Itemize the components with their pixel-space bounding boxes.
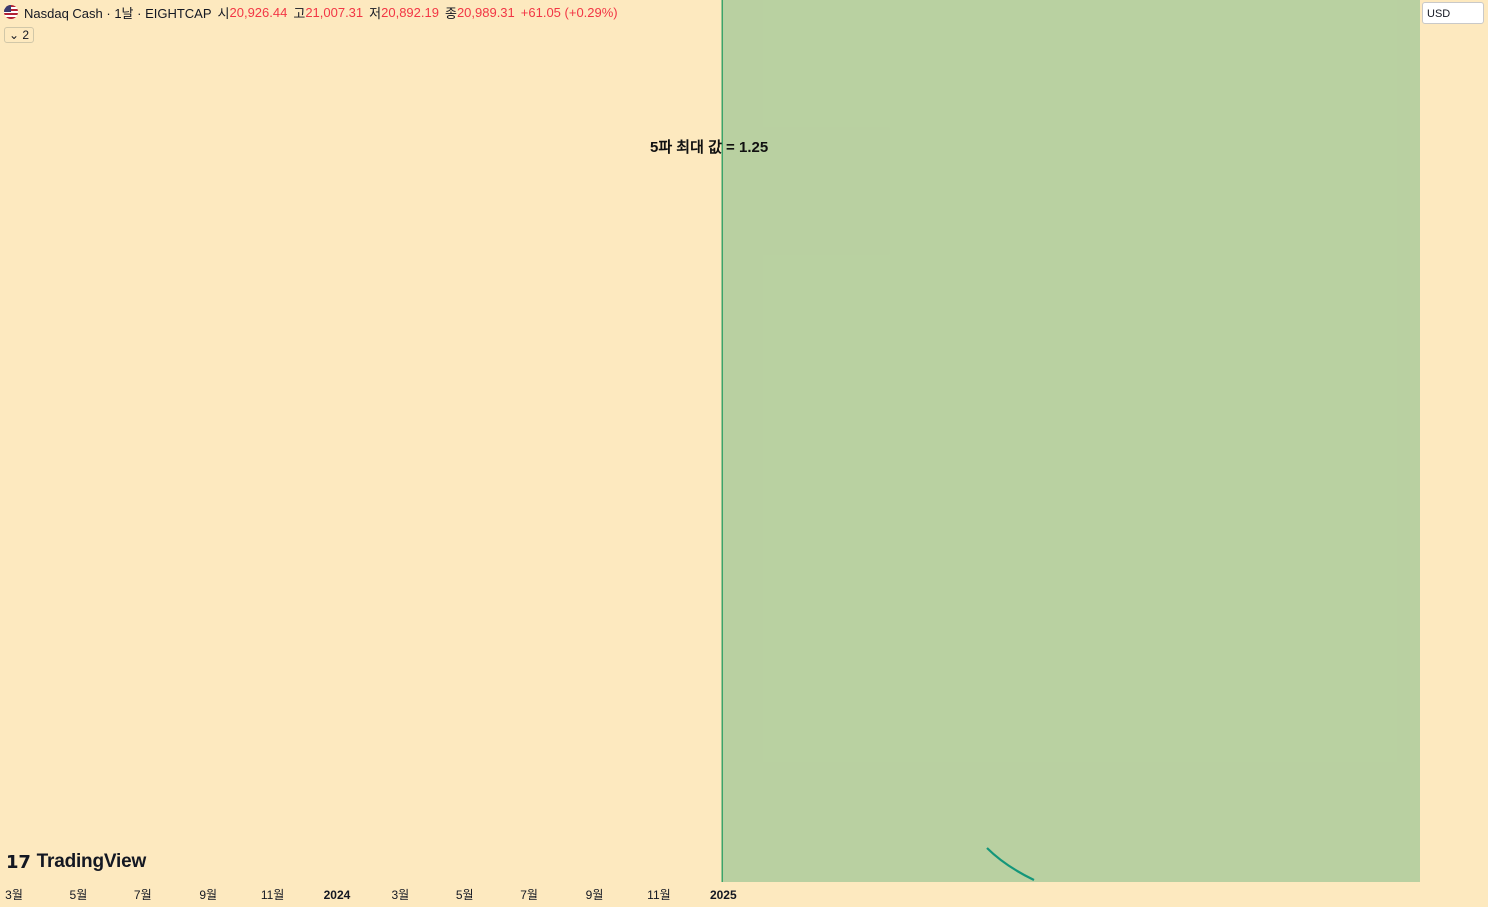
time-axis-background	[0, 882, 1420, 907]
forecast-shade-layer	[721, 0, 1420, 882]
time-tick-label: 11월	[261, 888, 285, 902]
drawings-layer	[986, 847, 1035, 881]
close-label: 종	[444, 5, 457, 21]
time-tick-label: 7월	[134, 888, 152, 902]
chevron-down-icon: ⌄	[9, 28, 20, 42]
time-tick-label: 5월	[70, 888, 88, 902]
high-label: 고	[293, 5, 306, 21]
price-axis: 25,000.0024,000.0023,000.0022,000.0020,4…	[1420, 0, 1488, 907]
time-tick-label: 7월	[520, 888, 538, 902]
plot-background	[0, 0, 1420, 882]
open-value: 20,926.44	[229, 4, 288, 20]
indicator-toggle[interactable]: ⌄ 2	[4, 27, 35, 43]
labels-layer: (1)(2)(3)(4)(5)ABCDE5파 최대 값 = 1.25	[650, 138, 768, 156]
open-label: 시	[217, 5, 230, 21]
indicator-count: 2	[22, 28, 30, 42]
annotation-text: 5파 최대 값 = 1.25	[650, 138, 768, 156]
chart-header: Nasdaq Cash · 1날 · EIGHTCAP 시 20,926.44 …	[0, 0, 618, 24]
symbol-title[interactable]: Nasdaq Cash · 1날 · EIGHTCAP	[24, 5, 212, 21]
low-label: 저	[369, 5, 382, 21]
high-value: 21,007.31	[305, 4, 364, 20]
tradingview-logo-icon: 𝟭𝟳	[6, 851, 31, 872]
change-value: +61.05 (+0.29%)	[520, 4, 618, 20]
low-value: 20,892.19	[381, 4, 439, 20]
time-tick-label: 11월	[647, 888, 671, 902]
brand-name: TradingView	[36, 851, 147, 872]
time-tick-label: 2024	[324, 888, 351, 902]
time-tick-label: 3월	[5, 888, 23, 902]
currency-select[interactable]: USD	[1422, 2, 1484, 24]
time-axis: 3월 5월 7월 9월 11월 2024 3월 5월 7월 9월 11월 2025	[0, 882, 1420, 907]
time-tick-label: 9월	[199, 888, 217, 902]
forecast-shade	[722, 0, 1420, 882]
us-flag-icon	[4, 5, 18, 19]
close-value: 20,989.31	[456, 4, 515, 20]
time-tick-label: 5월	[456, 888, 474, 902]
price-axis-background	[1420, 0, 1488, 907]
time-tick-label: 9월	[586, 888, 604, 902]
tradingview-logo[interactable]: 𝟭𝟳 TradingView	[6, 851, 146, 873]
time-tick-label: 2025	[710, 888, 737, 902]
time-tick-label: 3월	[391, 888, 409, 902]
curve-mark	[986, 847, 1035, 881]
